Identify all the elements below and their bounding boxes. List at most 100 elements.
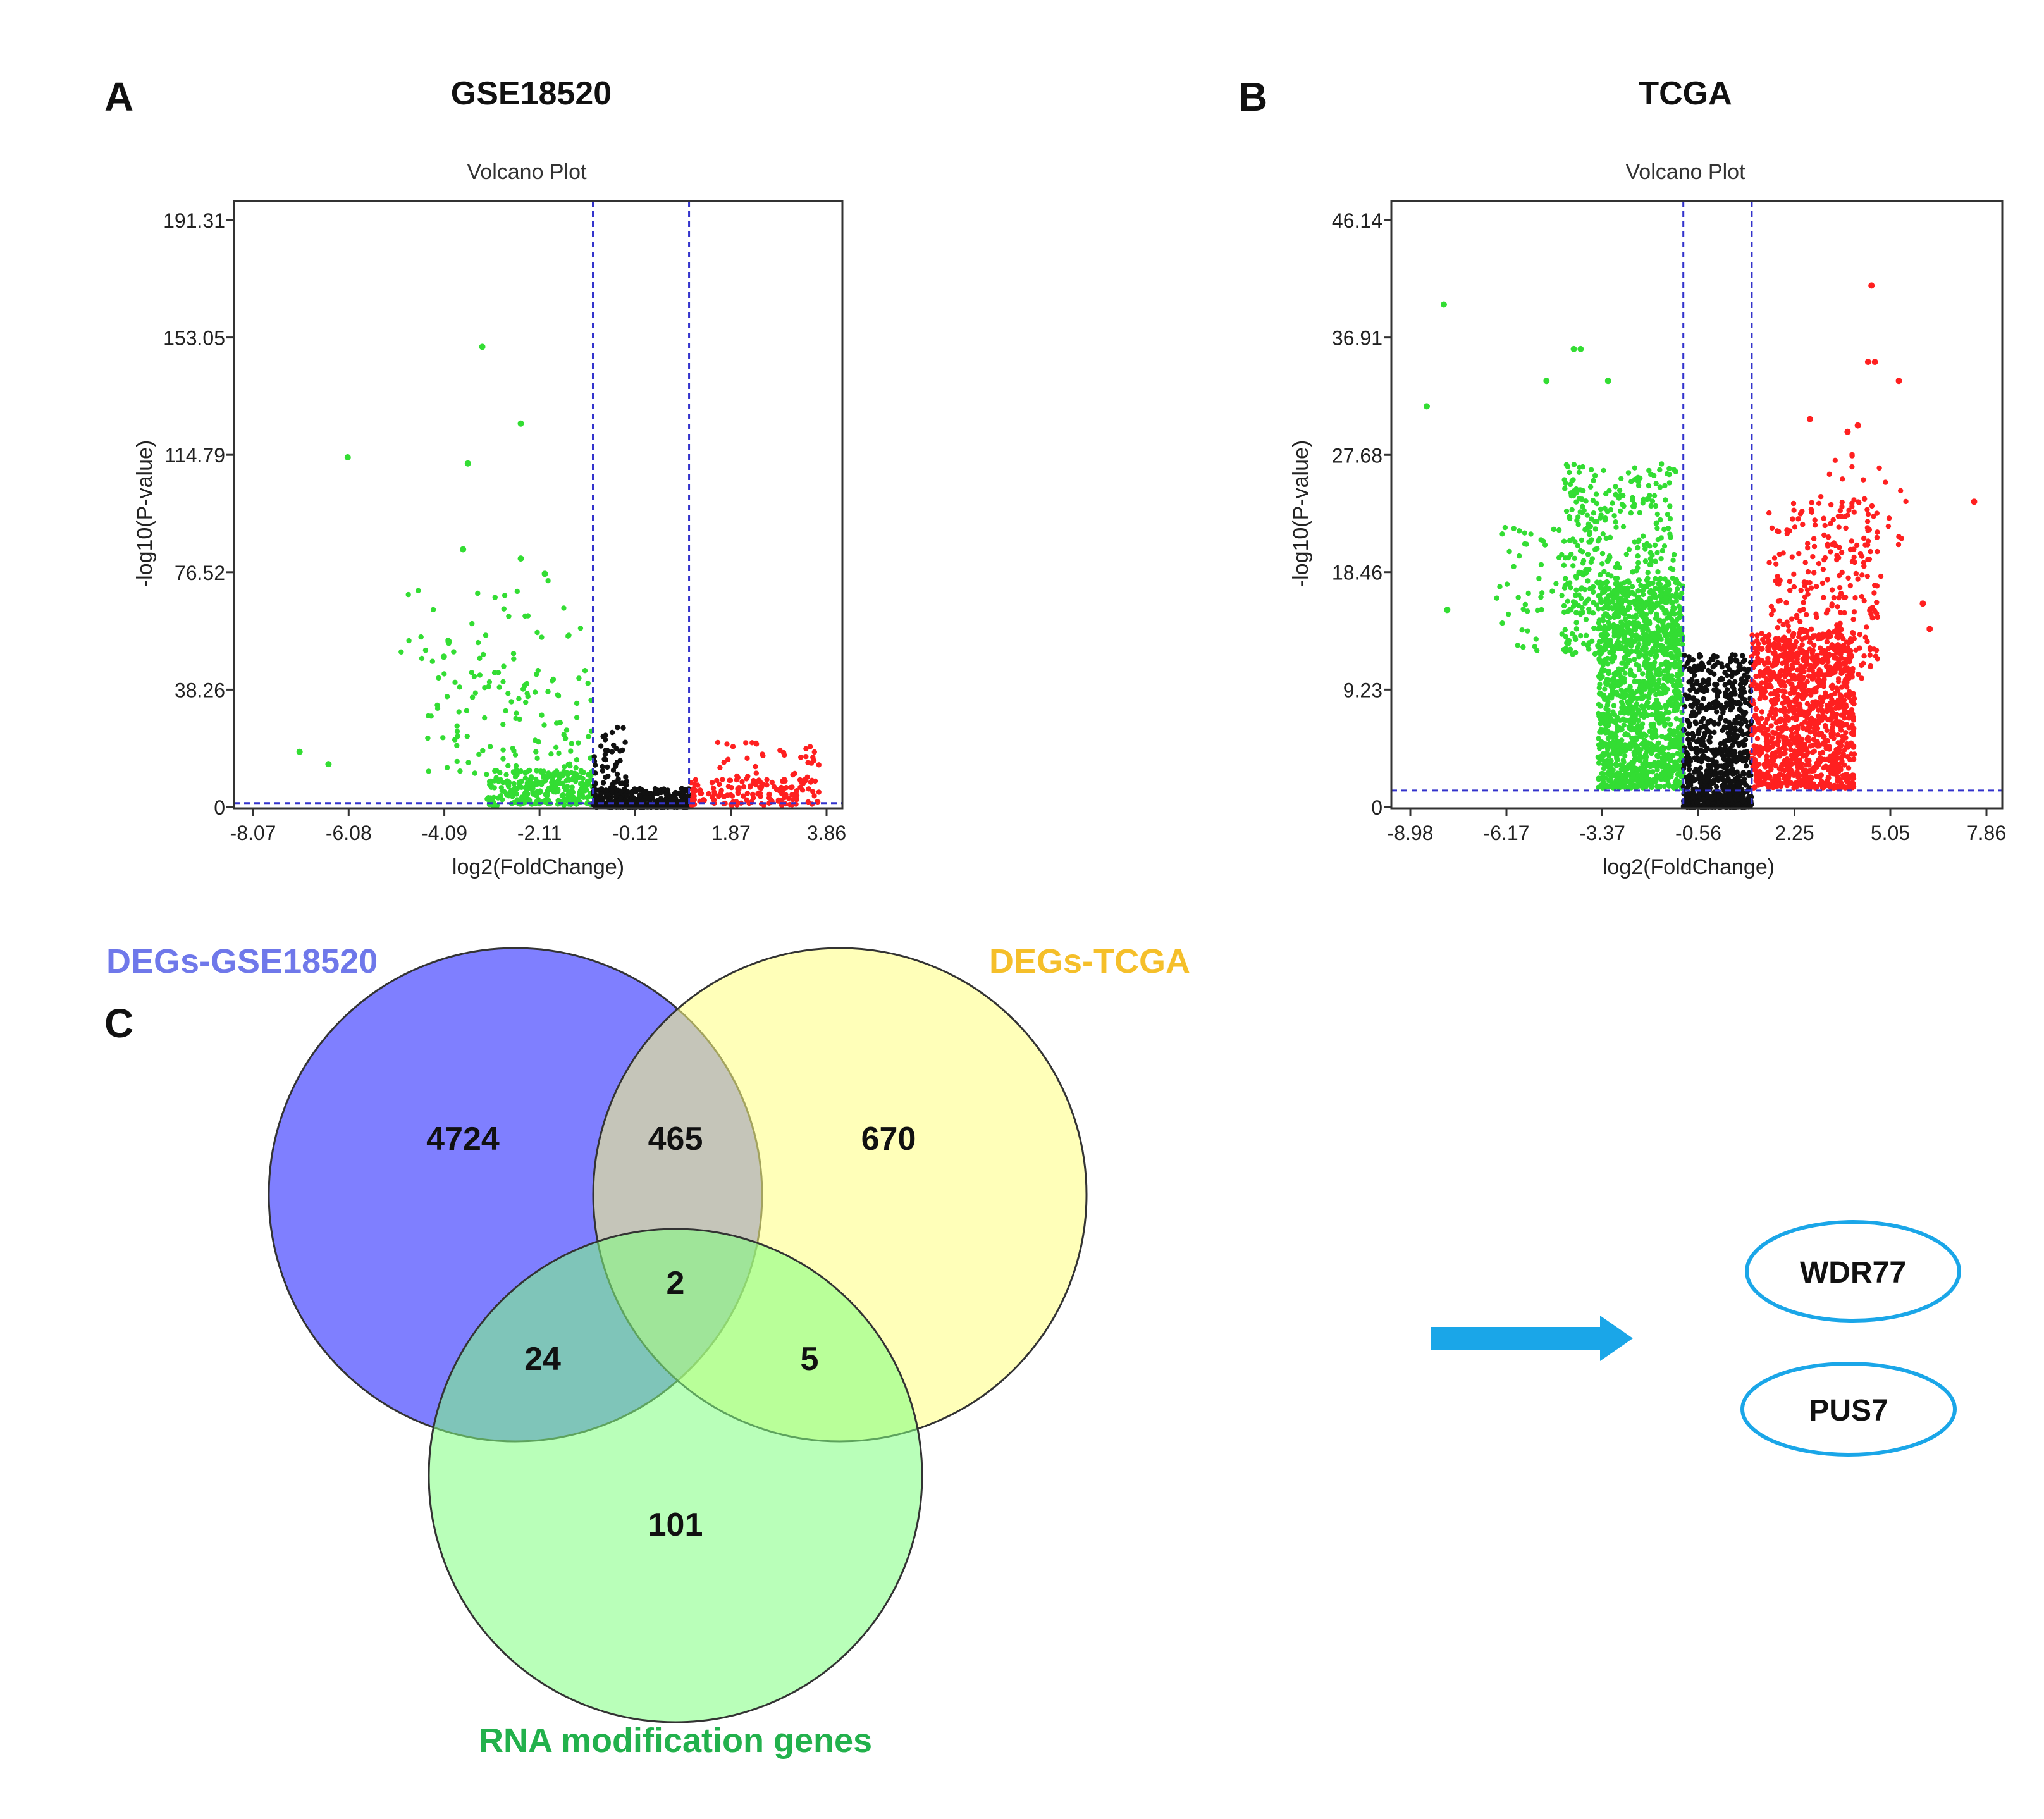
point-up <box>718 787 724 794</box>
point-not-significant <box>650 795 655 801</box>
point-up <box>1834 712 1840 717</box>
point-down <box>577 626 584 631</box>
x-tick-label: -0.12 <box>612 822 658 844</box>
point-down <box>1571 462 1577 467</box>
point-down <box>1657 714 1663 720</box>
point-down <box>1660 643 1666 649</box>
point-down <box>1613 576 1618 581</box>
point-down <box>520 686 526 692</box>
point-not-significant <box>1730 705 1735 710</box>
point-not-significant <box>1740 798 1746 805</box>
point-down <box>1578 586 1584 592</box>
point-down <box>1620 702 1626 708</box>
point-up <box>1807 743 1814 749</box>
point-down <box>1610 500 1615 506</box>
point-down <box>1604 509 1610 514</box>
point-up <box>1758 669 1763 675</box>
point-up <box>1834 763 1840 768</box>
point-down <box>1611 703 1617 708</box>
point-down <box>1653 595 1658 600</box>
point-down <box>1642 693 1648 699</box>
point-down <box>1573 499 1579 505</box>
point-down <box>1643 601 1649 607</box>
point-up <box>1783 735 1788 741</box>
point-not-significant <box>624 793 630 799</box>
point-down <box>1542 542 1548 548</box>
x-tick-label: 3.86 <box>807 822 846 844</box>
point-down <box>1613 519 1618 525</box>
point-not-significant <box>1718 675 1725 682</box>
point-down <box>1678 590 1685 596</box>
point-down <box>1664 471 1670 477</box>
point-not-significant <box>1720 752 1725 758</box>
point-down <box>1625 648 1631 654</box>
point-down <box>581 770 586 775</box>
point-down <box>553 744 559 751</box>
point-down <box>1580 464 1585 470</box>
point-down <box>1572 555 1578 561</box>
point-down <box>1536 576 1542 582</box>
point-down <box>1561 562 1567 568</box>
point-not-significant <box>611 742 617 748</box>
point-down <box>1655 624 1661 630</box>
point-down <box>486 679 493 685</box>
point-down <box>1634 743 1640 749</box>
point-down <box>1522 530 1527 536</box>
point-down <box>1590 610 1596 616</box>
outlier-point <box>464 460 471 467</box>
point-down <box>1651 778 1657 784</box>
point-down <box>452 737 458 743</box>
point-up <box>1773 749 1778 756</box>
point-down <box>1570 477 1576 483</box>
point-up <box>1799 721 1805 727</box>
point-down <box>1579 537 1585 543</box>
point-down <box>1610 659 1615 665</box>
point-down <box>1573 610 1579 615</box>
point-up <box>1759 772 1765 778</box>
point-down <box>475 590 481 596</box>
point-down <box>1619 493 1625 498</box>
point-down <box>1603 627 1608 633</box>
point-down <box>533 737 538 743</box>
point-down <box>1603 535 1609 541</box>
point-up <box>1803 746 1809 751</box>
point-up <box>1829 766 1835 772</box>
point-not-significant <box>1691 769 1697 775</box>
point-up <box>1838 740 1844 746</box>
point-down <box>1673 760 1678 765</box>
point-down <box>455 733 460 739</box>
point-down <box>1515 643 1520 648</box>
point-down <box>1656 576 1662 583</box>
point-down <box>1610 606 1615 612</box>
point-down <box>1644 744 1649 751</box>
chart-a-thresholds <box>234 201 842 808</box>
point-up <box>1809 768 1815 774</box>
point-not-significant <box>595 787 601 793</box>
point-down <box>534 629 540 636</box>
point-down <box>1603 775 1608 781</box>
point-up <box>1811 748 1817 754</box>
point-down <box>1645 700 1651 705</box>
point-down <box>525 693 531 700</box>
point-up <box>743 740 749 746</box>
point-down <box>1603 515 1608 521</box>
point-up <box>1749 732 1755 738</box>
point-down <box>1609 695 1615 701</box>
point-not-significant <box>1740 653 1745 658</box>
point-up <box>1845 644 1850 651</box>
point-up <box>771 784 777 789</box>
point-not-significant <box>1717 716 1723 722</box>
point-down <box>1620 524 1627 529</box>
y-tick-label: 38.26 <box>175 679 225 701</box>
point-up <box>1842 784 1847 790</box>
point-down <box>562 764 567 770</box>
point-down <box>1658 774 1664 779</box>
point-down <box>1570 563 1576 569</box>
point-down <box>1676 581 1682 587</box>
point-down <box>1598 632 1604 638</box>
point-down <box>1625 764 1630 770</box>
point-up <box>1820 784 1826 791</box>
point-down <box>526 797 532 803</box>
point-up <box>1838 684 1845 690</box>
chart-a-marks <box>296 343 822 810</box>
